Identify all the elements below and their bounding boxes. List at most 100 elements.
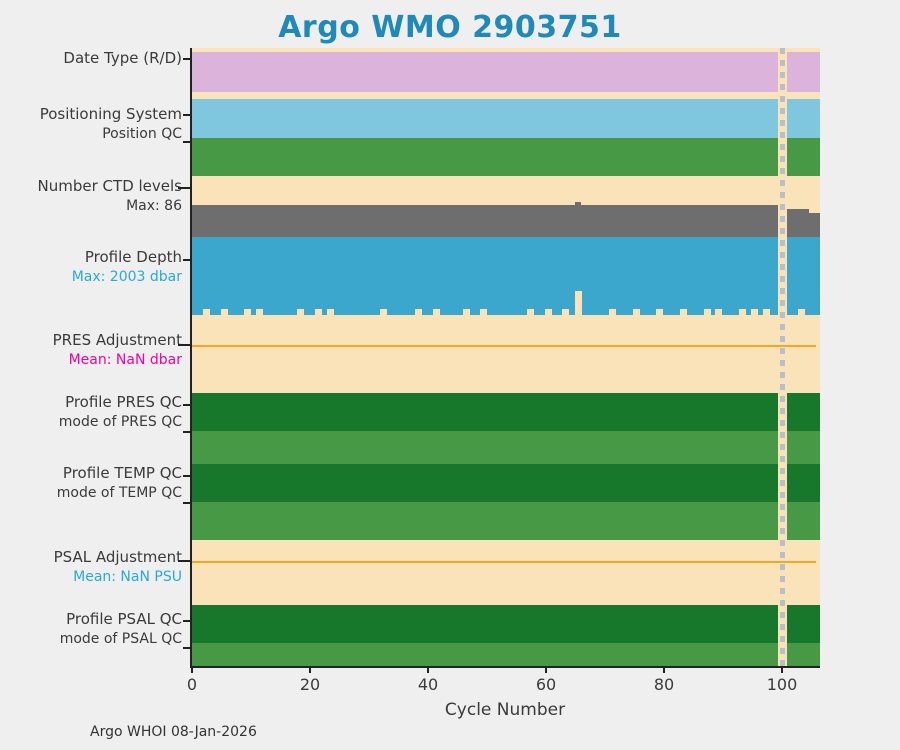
band-segment <box>787 52 820 92</box>
row-sublabel-position-qc: Position QC <box>102 126 182 142</box>
depth-notch <box>203 309 210 315</box>
band-segment <box>787 643 820 666</box>
depth-notch <box>609 309 616 315</box>
x-tick-label: 0 <box>186 675 198 694</box>
depth-notch <box>545 309 552 315</box>
row-label-profile-depth: Profile Depth Max: 2003 dbar <box>72 247 182 287</box>
band-segment <box>787 99 820 138</box>
depth-notch <box>380 309 387 315</box>
x-tick-label: 100 <box>766 675 798 694</box>
figure-footer: Argo WHOI 08-Jan-2026 <box>90 724 257 740</box>
depth-notch <box>433 309 440 315</box>
x-tick <box>663 666 665 673</box>
depth-notch <box>463 309 470 315</box>
depth-notch <box>221 309 228 315</box>
row-label-pres-adjustment: PRES Adjustment Mean: NaN dbar <box>53 330 182 370</box>
page-title: Argo WMO 2903751 <box>278 10 622 45</box>
depth-notch <box>739 309 746 315</box>
x-tick <box>781 666 783 673</box>
plot-area[interactable] <box>190 48 820 666</box>
depth-notch <box>656 309 663 315</box>
row-sublabel-depth-max: Max: 2003 dbar <box>71 269 182 285</box>
row-sublabel-mode-pres-qc: mode of PRES QC <box>58 414 182 430</box>
band-segment <box>787 605 820 643</box>
depth-notch <box>763 309 770 315</box>
row-label-positioning-system: Positioning System Position QC <box>40 104 182 144</box>
y-tick <box>183 620 190 622</box>
x-tick-label: 40 <box>417 675 439 694</box>
y-tick <box>183 259 190 261</box>
row-label-profile-temp-qc: Profile TEMP QC mode of TEMP QC <box>57 463 182 503</box>
row-sublabel-mode-psal-qc: mode of PSAL QC <box>59 631 182 647</box>
depth-notch <box>415 309 422 315</box>
row-label-text: Positioning System <box>39 105 182 123</box>
depth-notch <box>315 309 322 315</box>
band-segment <box>787 431 820 469</box>
x-tick-label: 20 <box>299 675 321 694</box>
band-segment <box>192 393 778 431</box>
x-axis-line <box>190 666 820 668</box>
depth-notch <box>527 309 534 315</box>
depth-notch <box>327 309 334 315</box>
depth-notch <box>297 309 304 315</box>
depth-notch <box>256 309 263 315</box>
depth-notch <box>562 309 569 315</box>
x-tick <box>309 666 311 673</box>
plot-inner <box>192 48 820 666</box>
x-tick <box>427 666 429 673</box>
band-segment <box>192 464 778 502</box>
band-segment <box>787 502 820 540</box>
y-tick <box>183 114 190 116</box>
row-label-text: Profile Depth <box>84 248 182 266</box>
pres-adjustment-zero-line <box>192 345 816 347</box>
band-segment-peak <box>575 202 581 265</box>
y-tick <box>178 560 190 562</box>
row-label-text: PSAL Adjustment <box>53 548 182 566</box>
cycle-100-separator <box>780 48 785 666</box>
depth-notch <box>704 309 711 315</box>
psal-adjustment-zero-line <box>192 561 816 563</box>
depth-notch <box>244 309 251 315</box>
row-label-text: Date Type (R/D) <box>63 49 182 67</box>
row-label-profile-pres-qc: Profile PRES QC mode of PRES QC <box>59 392 182 432</box>
depth-notch <box>480 309 487 315</box>
x-tick-label: 80 <box>653 675 675 694</box>
row-label-profile-psal-qc: Profile PSAL QC mode of PSAL QC <box>60 609 182 649</box>
band-segment <box>192 643 778 666</box>
row-label-text: Profile PSAL QC <box>66 610 182 628</box>
y-tick <box>183 431 190 433</box>
x-axis-label: Cycle Number <box>444 700 566 720</box>
band-segment <box>787 237 820 315</box>
band-segment <box>192 138 778 176</box>
y-tick <box>178 344 190 346</box>
x-tick <box>545 666 547 673</box>
row-sublabel-psal-mean: Mean: NaN PSU <box>73 569 182 585</box>
band-segment <box>787 138 820 176</box>
depth-notch <box>633 309 640 315</box>
band-segment <box>192 99 778 138</box>
depth-notch <box>798 309 805 315</box>
row-label-text: PRES Adjustment <box>52 331 182 349</box>
row-label-ctd-levels: Number CTD levels Max: 86 <box>38 176 182 216</box>
band-segment <box>192 431 778 469</box>
band-segment <box>192 237 778 315</box>
y-tick <box>183 141 190 143</box>
x-tick <box>191 666 193 673</box>
row-label-text: Profile TEMP QC <box>62 464 182 482</box>
row-sublabel-pres-mean: Mean: NaN dbar <box>68 352 182 368</box>
band-segment <box>787 393 820 431</box>
row-label-text: Profile PRES QC <box>65 393 182 411</box>
row-label-text: Number CTD levels <box>37 177 182 195</box>
y-tick <box>183 58 190 60</box>
y-tick <box>183 502 190 504</box>
band-segment <box>192 605 778 643</box>
row-sublabel-ctd-max: Max: 86 <box>126 198 182 214</box>
depth-notch-deep <box>575 291 582 315</box>
row-label-psal-adjustment: PSAL Adjustment Mean: NaN PSU <box>54 547 182 587</box>
x-tick-label: 60 <box>535 675 557 694</box>
y-tick <box>183 475 190 477</box>
y-tick <box>183 404 190 406</box>
y-tick <box>183 647 190 649</box>
row-sublabel-mode-temp-qc: mode of TEMP QC <box>56 485 182 501</box>
